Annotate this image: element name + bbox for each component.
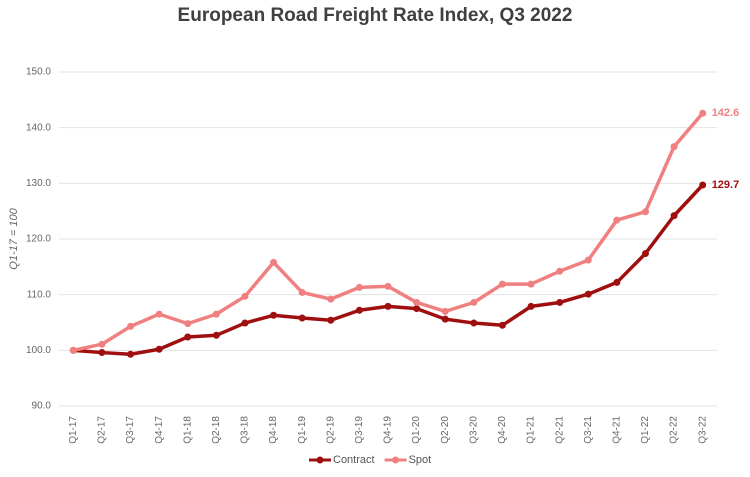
x-tick-label: Q3-21 [583,416,594,444]
point [527,302,535,310]
x-tick-label: Q1-21 [526,416,537,444]
point [670,143,678,151]
legend-marker [392,456,400,464]
point [556,267,564,275]
point [613,216,621,224]
point [327,316,335,324]
x-tick-label: Q4-21 [612,416,623,444]
x-tick-label: Q4-17 [154,416,165,444]
point [670,212,678,220]
point [413,305,421,313]
x-tick-label: Q1-19 [297,416,308,444]
x-tick-label: Q2-17 [97,416,108,444]
y-tick-label: 140.0 [26,122,51,133]
point [441,315,449,323]
point [470,298,478,306]
point [527,280,535,288]
x-tick-label: Q2-21 [554,416,565,444]
point [298,288,306,296]
y-tick-label: 100.0 [26,345,51,356]
point [298,314,306,322]
x-tick-label: Q2-22 [669,416,680,444]
point [384,282,392,290]
legend-label: Spot [409,454,432,466]
point [498,280,506,288]
point [155,310,163,318]
point [155,345,163,353]
x-tick-label: Q1-22 [640,416,651,444]
y-tick-label: 90.0 [32,401,52,412]
point [355,306,363,314]
point [69,346,77,354]
point [355,283,363,291]
x-tick-label: Q4-18 [268,416,279,444]
point [470,319,478,327]
data-label: 129.7 [712,179,740,191]
point [127,350,135,358]
x-tick-label: Q1-20 [411,416,422,444]
point [584,290,592,298]
point [98,340,106,348]
point [327,295,335,303]
point [127,322,135,330]
y-tick-label: 130.0 [26,178,51,189]
point [613,278,621,286]
x-tick-label: Q2-20 [440,416,451,444]
legend-marker [316,456,324,464]
x-tick-label: Q3-22 [697,416,708,444]
y-tick-label: 120.0 [26,234,51,245]
point [212,331,220,339]
point [184,320,192,328]
x-tick-label: Q3-18 [240,416,251,444]
point [212,310,220,318]
x-tick-label: Q1-18 [182,416,193,444]
data-label: 142.6 [712,107,740,119]
x-tick-label: Q3-17 [125,416,136,444]
series-line [72,112,705,353]
point [384,302,392,310]
x-tick-label: Q4-19 [383,416,394,444]
point [699,109,707,117]
point [413,298,421,306]
point [584,256,592,264]
point [441,307,449,315]
y-tick-label: 110.0 [27,289,52,300]
x-tick-label: Q4-20 [497,416,508,444]
point [184,333,192,341]
y-axis-label: Q1-17 = 100 [8,207,20,269]
point [241,319,249,327]
point [699,181,707,189]
series-line [73,183,704,356]
legend-label: Contract [333,454,375,466]
x-tick-label: Q3-20 [468,416,479,444]
y-tick-label: 150.0 [26,67,51,78]
point [556,298,564,306]
chart-title: European Road Freight Rate Index, Q3 202… [178,5,573,26]
x-tick-label: Q3-19 [354,416,365,444]
point [641,208,649,216]
x-tick-label: Q1-17 [68,416,79,444]
point [270,311,278,319]
x-tick-label: Q2-18 [211,416,222,444]
point [241,292,249,300]
point [270,258,278,266]
point [98,349,106,357]
point [641,249,649,257]
x-tick-label: Q2-19 [325,416,336,444]
point [498,321,506,329]
